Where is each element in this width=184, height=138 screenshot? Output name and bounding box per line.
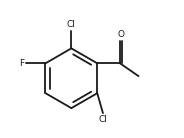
Text: O: O <box>118 30 125 39</box>
Text: Cl: Cl <box>67 20 76 29</box>
Text: F: F <box>19 59 24 68</box>
Text: Cl: Cl <box>98 115 107 124</box>
